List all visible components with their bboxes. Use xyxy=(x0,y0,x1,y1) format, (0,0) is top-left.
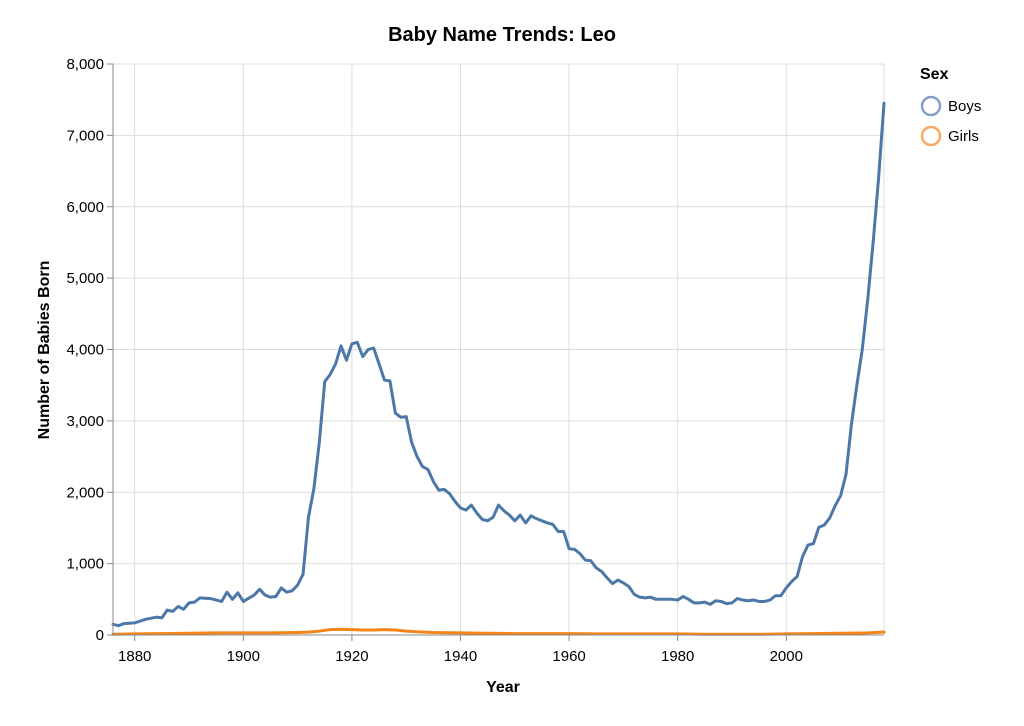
x-tick-label: 1980 xyxy=(661,648,694,665)
y-tick-label: 5,000 xyxy=(66,270,104,287)
series-lines xyxy=(111,101,886,636)
x-tick-label: 1960 xyxy=(552,648,585,665)
y-tick-label: 0 xyxy=(96,627,104,644)
y-tick-label: 8,000 xyxy=(66,56,104,73)
legend-title: Sex xyxy=(920,66,949,83)
legend-label-girls: Girls xyxy=(948,128,979,145)
x-tick-label: 1900 xyxy=(227,648,260,665)
y-tick-label: 3,000 xyxy=(66,413,104,430)
y-tick-label: 7,000 xyxy=(66,127,104,144)
grid-lines xyxy=(113,63,885,636)
legend-label-boys: Boys xyxy=(948,98,981,115)
y-tick-label: 1,000 xyxy=(66,556,104,573)
y-axis-title: Number of Babies Born xyxy=(36,261,53,440)
chart-title: Baby Name Trends: Leo xyxy=(388,24,616,46)
series-line-girls[interactable] xyxy=(111,627,886,636)
legend-item-boys[interactable]: Boys xyxy=(920,95,981,117)
legend-item-girls[interactable]: Girls xyxy=(920,125,979,147)
x-tick-label: 1920 xyxy=(335,648,368,665)
y-axis-ticks: 0 1,000 2,000 3,000 4,000 5,000 6,000 7,000 8,00… xyxy=(66,56,113,644)
x-tick-label: 1940 xyxy=(444,648,477,665)
x-axis-title: Year xyxy=(486,679,520,696)
x-tick-label: 1880 xyxy=(118,648,151,665)
y-tick-label: 2,000 xyxy=(66,484,104,501)
legend-symbol-boys xyxy=(920,95,942,117)
x-axis-ticks: 1880 1900 1920 1940 1960 1980 2000 xyxy=(118,635,803,665)
x-tick-label: 2000 xyxy=(770,648,803,665)
y-tick-label: 6,000 xyxy=(66,199,104,216)
series-line-boys[interactable] xyxy=(111,101,886,628)
y-tick-label: 4,000 xyxy=(66,342,104,359)
legend: Sex Boys Girls xyxy=(920,66,981,147)
legend-symbol-girls xyxy=(920,125,942,147)
